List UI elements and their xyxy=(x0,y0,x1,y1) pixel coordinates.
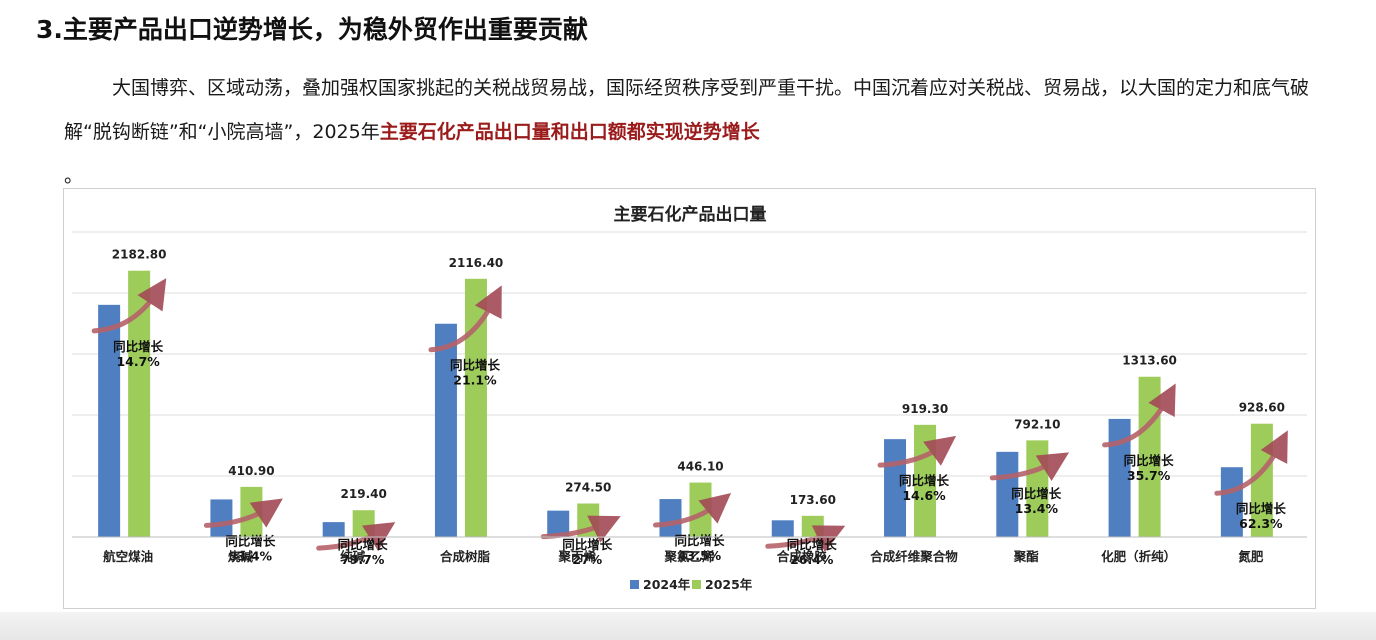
bar-2024 xyxy=(322,522,345,537)
growth-arrow xyxy=(540,515,621,543)
data-label: 446.10 xyxy=(677,460,723,474)
data-label: 274.50 xyxy=(565,481,611,495)
bar-2025 xyxy=(801,515,824,537)
legend-swatch-2024 xyxy=(630,580,639,589)
bar-2024 xyxy=(547,510,570,537)
data-label: 219.40 xyxy=(341,487,387,501)
growth-label-value: 14.6% xyxy=(902,488,946,503)
page-heading: 3.主要产品出口逆势增长，为稳外贸作出重要贡献 xyxy=(36,15,588,44)
category-label: 合成橡胶 xyxy=(777,549,828,564)
growth-label-value: 26.4% xyxy=(790,552,834,567)
data-label: 1313.60 xyxy=(1122,354,1177,368)
chart-title: 主要石化产品出口量 xyxy=(614,204,767,225)
growth-arrow xyxy=(316,522,396,551)
category-label: 聚酯 xyxy=(1013,549,1040,564)
bar-2025 xyxy=(352,510,375,537)
highlighted-text: 主要石化产品出口量和出口额都实现逆势增长 xyxy=(379,121,760,143)
growth-arrow xyxy=(765,525,846,553)
paragraph-text: 大国博弈、区域动荡，叠加强权国家挑起的关税战贸易战，国际经贸秩序受到严重干扰。中… xyxy=(64,77,1310,143)
growth-arrow xyxy=(203,498,283,528)
growth-arrow xyxy=(653,493,732,528)
growth-label-value: 43.5% xyxy=(678,548,722,563)
intro-paragraph: 大国博弈、区域动荡，叠加强权国家挑起的关税战贸易战，国际经贸秩序受到严重干扰。中… xyxy=(64,66,1344,198)
growth-label-prefix: 同比增长 xyxy=(113,339,164,354)
legend-label-2024: 2024年 xyxy=(643,577,691,592)
growth-label-value: 33.4% xyxy=(229,548,273,563)
chart-panel: 主要石化产品出口量 2182.80 同比增长 14.7% 航空煤油 410.90 同比增长 3… xyxy=(63,188,1316,609)
category-label: 航空煤油 xyxy=(103,549,153,564)
growth-label-prefix: 同比增长 xyxy=(562,537,613,552)
growth-label-value: 27% xyxy=(572,552,602,567)
growth-label-value: 62.3% xyxy=(1239,516,1283,531)
bar-2024 xyxy=(434,323,457,537)
growth-arrow xyxy=(428,285,502,353)
category-label: 氮肥 xyxy=(1238,549,1264,564)
data-label: 792.10 xyxy=(1014,417,1060,431)
bar-2025 xyxy=(464,278,487,537)
paragraph-tail: 。 xyxy=(64,165,84,187)
bar-2024 xyxy=(98,304,121,537)
export-volume-chart: 主要石化产品出口量2182.80同比增长14.7%航空煤油410.90同比增长3… xyxy=(72,204,1307,592)
legend-swatch-2025 xyxy=(692,580,701,589)
growth-label-prefix: 同比增长 xyxy=(787,537,838,552)
bar-2024 xyxy=(210,499,233,537)
growth-label-value: 14.7% xyxy=(116,354,160,369)
data-label: 919.30 xyxy=(902,402,948,416)
data-label: 928.60 xyxy=(1239,401,1285,415)
growth-label-value: 79.7% xyxy=(341,552,385,567)
growth-label-prefix: 同比增长 xyxy=(450,358,501,373)
growth-label-prefix: 同比增长 xyxy=(1011,486,1062,501)
growth-label-prefix: 同比增长 xyxy=(674,533,725,548)
bar-2025 xyxy=(128,270,151,537)
growth-label-prefix: 同比增长 xyxy=(338,537,389,552)
growth-label-prefix: 同比增长 xyxy=(1236,501,1287,516)
data-label: 410.90 xyxy=(228,464,274,478)
growth-label-prefix: 同比增长 xyxy=(1124,453,1175,468)
growth-label-value: 21.1% xyxy=(453,373,497,388)
category-label: 合成树脂 xyxy=(440,549,491,564)
bar-2024 xyxy=(1108,418,1131,537)
category-label: 烧碱 xyxy=(228,549,254,564)
category-label: 聚氯乙烯 xyxy=(663,549,715,564)
bar-2024 xyxy=(771,520,794,537)
category-label: 纯碱 xyxy=(340,549,366,564)
growth-arrow xyxy=(1102,383,1176,448)
data-label: 173.60 xyxy=(790,493,836,507)
growth-arrow xyxy=(877,435,957,468)
growth-label-prefix: 同比增长 xyxy=(225,533,276,548)
growth-arrow xyxy=(989,452,1070,482)
legend-label-2025: 2025年 xyxy=(705,577,753,592)
data-label: 2116.40 xyxy=(449,256,504,270)
category-label: 聚丙烯 xyxy=(557,549,596,564)
growth-label-value: 13.4% xyxy=(1015,501,1059,516)
bar-2024 xyxy=(1220,467,1243,537)
category-label: 化肥（折纯） xyxy=(1101,549,1176,564)
bar-2024 xyxy=(996,451,1019,537)
bottom-strip xyxy=(0,612,1376,640)
data-label: 2182.80 xyxy=(112,248,167,262)
growth-label-prefix: 同比增长 xyxy=(899,473,950,488)
growth-arrow xyxy=(91,278,167,334)
bar-2024 xyxy=(659,499,682,537)
growth-arrow xyxy=(1214,430,1288,496)
growth-label-value: 35.7% xyxy=(1127,468,1171,483)
category-label: 合成纤维聚合物 xyxy=(870,549,958,564)
